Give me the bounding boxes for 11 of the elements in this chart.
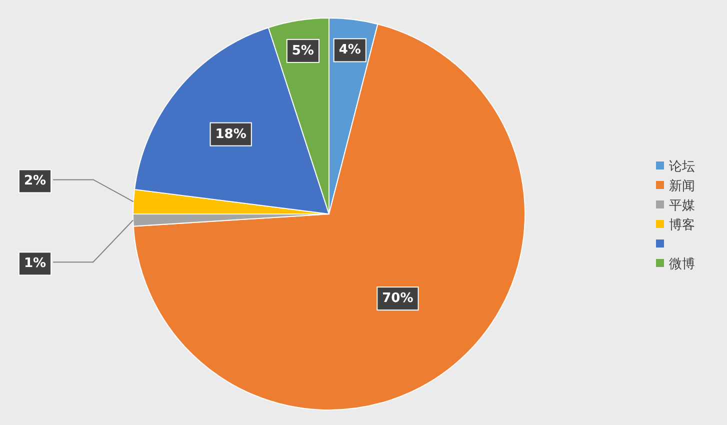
legend-label: 论坛 xyxy=(669,160,695,174)
legend-label: 博客 xyxy=(669,217,695,233)
data-label: 4% xyxy=(338,42,361,58)
legend-label: 平媒 xyxy=(669,198,695,214)
legend-label: 新闻 xyxy=(669,179,695,194)
data-label: 70% xyxy=(382,291,414,306)
data-label: 18% xyxy=(215,126,246,142)
data-label: 5% xyxy=(292,43,314,58)
data-label: 2% xyxy=(24,174,46,189)
data-label: 1% xyxy=(24,256,46,272)
legend-label: 微博 xyxy=(669,257,695,272)
